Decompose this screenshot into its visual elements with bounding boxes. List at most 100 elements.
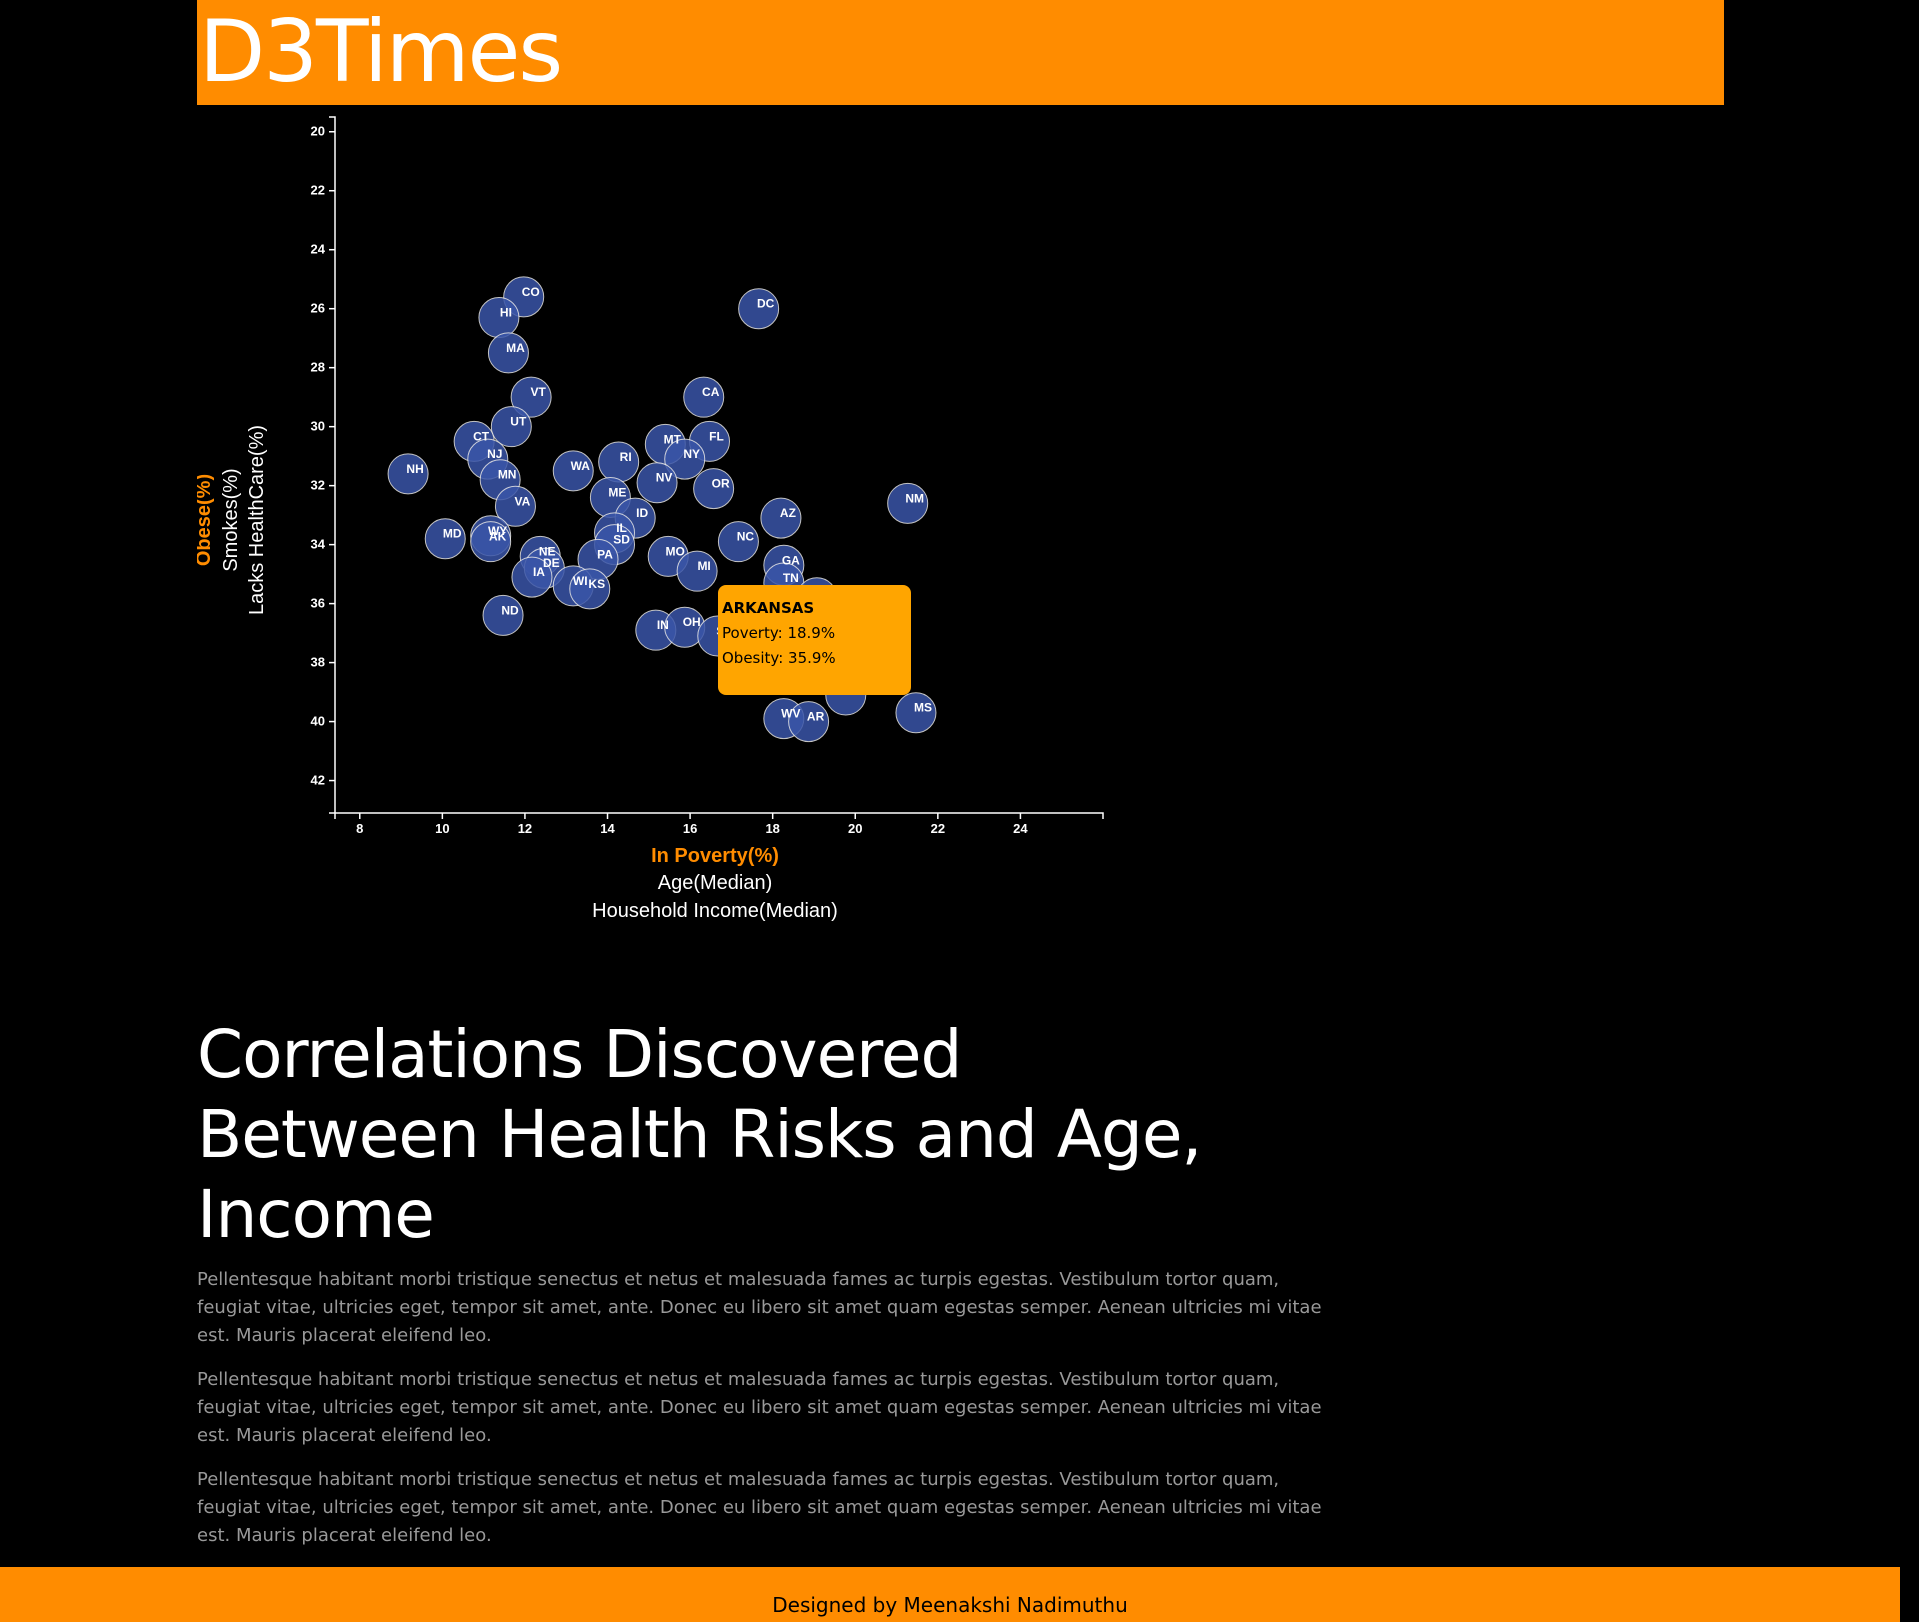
- state-label-hi: HI: [500, 306, 512, 320]
- y-tick-label: 20: [311, 124, 325, 139]
- state-label-nh: NH: [406, 462, 423, 476]
- x-axis: 8 10 12 14 16 18 20 22 24: [334, 812, 1104, 836]
- state-label-pa: PA: [597, 547, 613, 561]
- state-point-ak[interactable]: [470, 521, 512, 563]
- state-label-ak: AK: [489, 530, 507, 544]
- state-label-nm: NM: [905, 491, 924, 505]
- state-point-nv[interactable]: [636, 462, 678, 504]
- state-label-az: AZ: [780, 506, 796, 520]
- state-label-dc: DC: [757, 297, 775, 311]
- state-label-ma: MA: [506, 341, 525, 355]
- state-label-wv: WV: [781, 707, 800, 721]
- state-point-ks[interactable]: [569, 568, 611, 610]
- state-label-fl: FL: [709, 429, 724, 443]
- state-label-ar: AR: [807, 710, 825, 724]
- y-tick-label: 34: [311, 537, 326, 552]
- state-point-ri[interactable]: [598, 441, 640, 483]
- tooltip-poverty: Poverty: 18.9%: [722, 624, 836, 642]
- state-point-hi[interactable]: [478, 297, 520, 339]
- state-point-ny[interactable]: [664, 438, 706, 480]
- state-label-sd: SD: [613, 533, 630, 547]
- state-label-nj: NJ: [487, 447, 502, 461]
- y-axis-label-2[interactable]: Smokes(%): [220, 468, 242, 571]
- state-label-il: IL: [616, 521, 627, 535]
- state-label-ne: NE: [539, 544, 556, 558]
- article-section: Correlations Discovered Between Health R…: [197, 1015, 1347, 1550]
- tooltip-obesity: Obesity: 35.9%: [722, 649, 836, 667]
- state-point-az[interactable]: [760, 497, 802, 539]
- state-label-wa: WA: [571, 459, 591, 473]
- state-point-va[interactable]: [494, 485, 536, 527]
- state-point-nm[interactable]: [887, 482, 929, 524]
- y-tick-label: 42: [311, 773, 325, 788]
- state-point-ia[interactable]: [511, 556, 553, 598]
- y-axis: 20 22 24 26 28 30 32 34 36 38 40 42: [311, 116, 336, 814]
- x-tick-label: 10: [435, 821, 449, 836]
- state-label-ca: CA: [702, 385, 720, 399]
- state-label-vt: VT: [530, 385, 546, 399]
- y-tick-label: 36: [311, 596, 325, 611]
- state-point-md[interactable]: [424, 518, 466, 560]
- state-label-md: MD: [443, 527, 462, 541]
- state-label-nd: ND: [501, 603, 519, 617]
- x-tick-label: 12: [518, 821, 532, 836]
- state-label-nc: NC: [737, 530, 755, 544]
- state-point-nd[interactable]: [482, 594, 524, 636]
- state-label-ri: RI: [620, 450, 632, 464]
- state-label-ga: GA: [782, 553, 800, 567]
- state-point-vt[interactable]: [510, 376, 552, 418]
- state-label-ct: CT: [473, 429, 490, 443]
- state-point-ms[interactable]: [895, 692, 937, 734]
- y-axis-line: [329, 116, 336, 814]
- state-point-nc[interactable]: [717, 521, 759, 563]
- state-label-wy: WY: [488, 524, 507, 538]
- x-tick-label: 8: [356, 821, 363, 836]
- article-paragraph-1: Pellentesque habitant morbi tristique se…: [197, 1269, 1322, 1346]
- state-label-va: VA: [515, 494, 531, 508]
- state-point-wa[interactable]: [552, 450, 594, 492]
- y-tick-label: 30: [311, 419, 325, 434]
- x-tick-label: 20: [848, 821, 862, 836]
- site-footer: Designed by Meenakshi Nadimuthu: [0, 1567, 1900, 1622]
- state-point-ar[interactable]: [788, 701, 830, 743]
- x-axis-label-2[interactable]: Age(Median): [658, 872, 773, 894]
- x-axis-label-3[interactable]: Household Income(Median): [592, 900, 838, 922]
- state-label-nv: NV: [656, 471, 673, 485]
- state-point-nh[interactable]: [387, 453, 429, 495]
- state-tooltip: ARKANSAS Poverty: 18.9% Obesity: 35.9%: [718, 585, 911, 695]
- article-paragraph-2: Pellentesque habitant morbi tristique se…: [197, 1369, 1322, 1446]
- state-label-in: IN: [657, 618, 669, 632]
- y-tick-label: 22: [311, 183, 325, 198]
- state-label-mt: MT: [664, 432, 682, 446]
- state-point-dc[interactable]: [738, 288, 780, 330]
- y-axis-label-3[interactable]: Lacks HealthCare(%): [246, 425, 268, 615]
- state-label-or: OR: [712, 477, 730, 491]
- y-tick-label: 26: [311, 301, 325, 316]
- state-label-ms: MS: [914, 701, 932, 715]
- state-label-mo: MO: [666, 544, 685, 558]
- state-label-co: CO: [522, 285, 540, 299]
- tooltip-title: ARKANSAS: [722, 599, 815, 617]
- article-heading: Correlations Discovered Between Health R…: [197, 1016, 1202, 1253]
- x-axis-line: [334, 812, 1104, 819]
- state-point-ma[interactable]: [487, 332, 529, 374]
- state-point-ca[interactable]: [683, 376, 725, 418]
- x-tick-label: 16: [683, 821, 697, 836]
- state-point-mi[interactable]: [676, 550, 718, 592]
- state-label-ny: NY: [683, 447, 700, 461]
- state-label-id: ID: [636, 506, 648, 520]
- state-point-or[interactable]: [693, 468, 735, 510]
- state-point-ut[interactable]: [490, 406, 532, 448]
- footer-credit: Designed by Meenakshi Nadimuthu: [772, 1593, 1128, 1617]
- state-label-me: ME: [608, 485, 626, 499]
- y-tick-label: 28: [311, 360, 325, 375]
- site-header: D3Times: [197, 0, 1724, 105]
- article-paragraph-3: Pellentesque habitant morbi tristique se…: [197, 1469, 1322, 1546]
- state-label-tn: TN: [783, 571, 799, 585]
- state-label-ks: KS: [588, 577, 605, 591]
- state-label-oh: OH: [683, 615, 701, 629]
- x-tick-label: 24: [1013, 821, 1028, 836]
- x-axis-label-1[interactable]: In Poverty(%): [651, 845, 779, 867]
- y-axis-label-1[interactable]: Obese(%): [197, 474, 215, 566]
- x-tick-label: 22: [931, 821, 945, 836]
